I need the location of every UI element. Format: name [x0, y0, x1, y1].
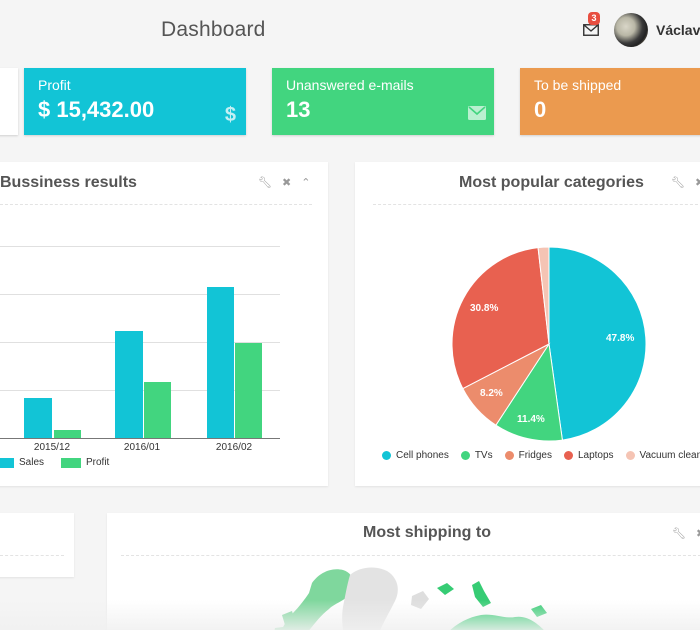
- legend-item-vacuum-cleaners[interactable]: Vacuum clean: [625, 450, 700, 461]
- panel-title: Bussiness results: [0, 174, 137, 191]
- divider: [0, 204, 312, 205]
- mail-button[interactable]: 3: [580, 12, 602, 41]
- bar-profit-2016-02[interactable]: [235, 343, 262, 438]
- bar-sales-2015-12[interactable]: [24, 398, 52, 438]
- bar-sales-2016-01[interactable]: [115, 331, 143, 438]
- dot-icon: [382, 451, 391, 460]
- legend-item-tvs[interactable]: TVs: [460, 450, 493, 461]
- legend-label: Fridges: [518, 450, 552, 461]
- pie-slice-laptops[interactable]: [451, 247, 550, 390]
- stat-value: 0: [534, 97, 547, 122]
- chevron-up-icon[interactable]: ⌃: [301, 177, 311, 189]
- envelope-icon: [468, 103, 486, 126]
- legend-label-sales[interactable]: Sales: [19, 457, 45, 468]
- x-tick-label: 2016/02: [215, 442, 253, 453]
- dot-icon: [460, 451, 470, 460]
- divider: [121, 555, 700, 556]
- wrench-icon[interactable]: 🔧︎: [671, 177, 685, 189]
- mail-count-badge: 3: [588, 12, 600, 25]
- map-region-russia[interactable]: [439, 614, 551, 630]
- legend-label: Vacuum clean: [639, 450, 700, 461]
- shipping-map-panel: Most shipping to 🔧︎ ✖: [107, 513, 700, 630]
- stat-value: 13: [286, 97, 311, 122]
- bar-profit-2016-01[interactable]: [144, 382, 171, 438]
- legend-item-laptops[interactable]: Laptops: [563, 450, 614, 461]
- panel-title: Most shipping to: [363, 524, 491, 541]
- wrench-icon[interactable]: 🔧︎: [672, 528, 686, 540]
- categories-pie-chart: [451, 246, 647, 442]
- avatar[interactable]: [614, 13, 648, 47]
- dot-icon: [504, 451, 514, 460]
- map-region-russia-islands[interactable]: [437, 581, 491, 607]
- legend-label: TVs: [474, 450, 493, 461]
- envelope-icon: [583, 24, 599, 36]
- pie-legend: Cell phones TVs Fridges Laptops Vacuum c…: [382, 450, 700, 461]
- x-tick-label: 2016/01: [123, 442, 161, 453]
- panel-title: Most popular categories: [459, 174, 644, 191]
- world-map[interactable]: [107, 553, 700, 630]
- page-title: Dashboard: [161, 18, 266, 41]
- map-region-greenland[interactable]: [342, 567, 398, 630]
- pie-label-laptops: 30.8%: [470, 303, 499, 314]
- divider: [373, 204, 700, 205]
- stat-card-profit[interactable]: Profit $ 15,432.00 $: [24, 68, 246, 135]
- pie-label-cell-phones: 47.8%: [606, 333, 635, 344]
- map-region-russia-east[interactable]: [531, 605, 547, 617]
- pie-label-tvs: 11.4%: [517, 414, 545, 425]
- bar-profit-2015-12[interactable]: [54, 430, 81, 438]
- pie-slice-vacuum-cleaners[interactable]: [537, 246, 550, 345]
- legend-swatch-profit: [61, 458, 81, 468]
- legend-item-cell-phones[interactable]: Cell phones: [382, 450, 449, 461]
- pie-slice-tvs[interactable]: [495, 342, 563, 442]
- bar-sales-2016-02[interactable]: [207, 287, 234, 438]
- dot-icon: [625, 451, 635, 460]
- stat-card-offscreen: [0, 68, 18, 135]
- pie-slice-cell-phones[interactable]: [548, 246, 647, 441]
- stat-label: Profit: [38, 77, 71, 93]
- divider: [0, 555, 64, 556]
- legend-item-fridges[interactable]: Fridges: [504, 450, 552, 461]
- map-region-svalbard[interactable]: [411, 591, 429, 609]
- x-axis: [0, 438, 280, 439]
- close-icon[interactable]: ✖: [696, 527, 700, 540]
- pie-label-fridges: 8.2%: [480, 388, 503, 399]
- bottom-left-panel: [0, 513, 74, 577]
- close-icon[interactable]: ✖: [694, 177, 700, 189]
- legend-label: Cell phones: [396, 450, 449, 461]
- stat-label: To be shipped: [534, 77, 622, 93]
- legend-label-profit[interactable]: Profit: [86, 457, 110, 468]
- user-name[interactable]: Václav: [656, 22, 700, 38]
- stat-value: $ 15,432.00: [38, 97, 155, 122]
- legend-label: Laptops: [577, 450, 614, 461]
- gridline: [0, 294, 280, 295]
- x-tick-label: 2015/12: [33, 442, 71, 453]
- wrench-icon[interactable]: 🔧︎: [258, 177, 272, 189]
- header-user-area: 3 Václav: [580, 12, 700, 48]
- dollar-icon: $: [224, 104, 236, 126]
- legend-swatch-sales: [0, 458, 14, 468]
- stat-label: Unanswered e-mails: [286, 77, 414, 93]
- gridline: [0, 246, 280, 247]
- stat-card-to-be-shipped[interactable]: To be shipped 0: [520, 68, 700, 135]
- stat-card-emails[interactable]: Unanswered e-mails 13: [272, 68, 494, 135]
- close-icon[interactable]: ✖: [281, 177, 292, 189]
- dot-icon: [563, 451, 573, 460]
